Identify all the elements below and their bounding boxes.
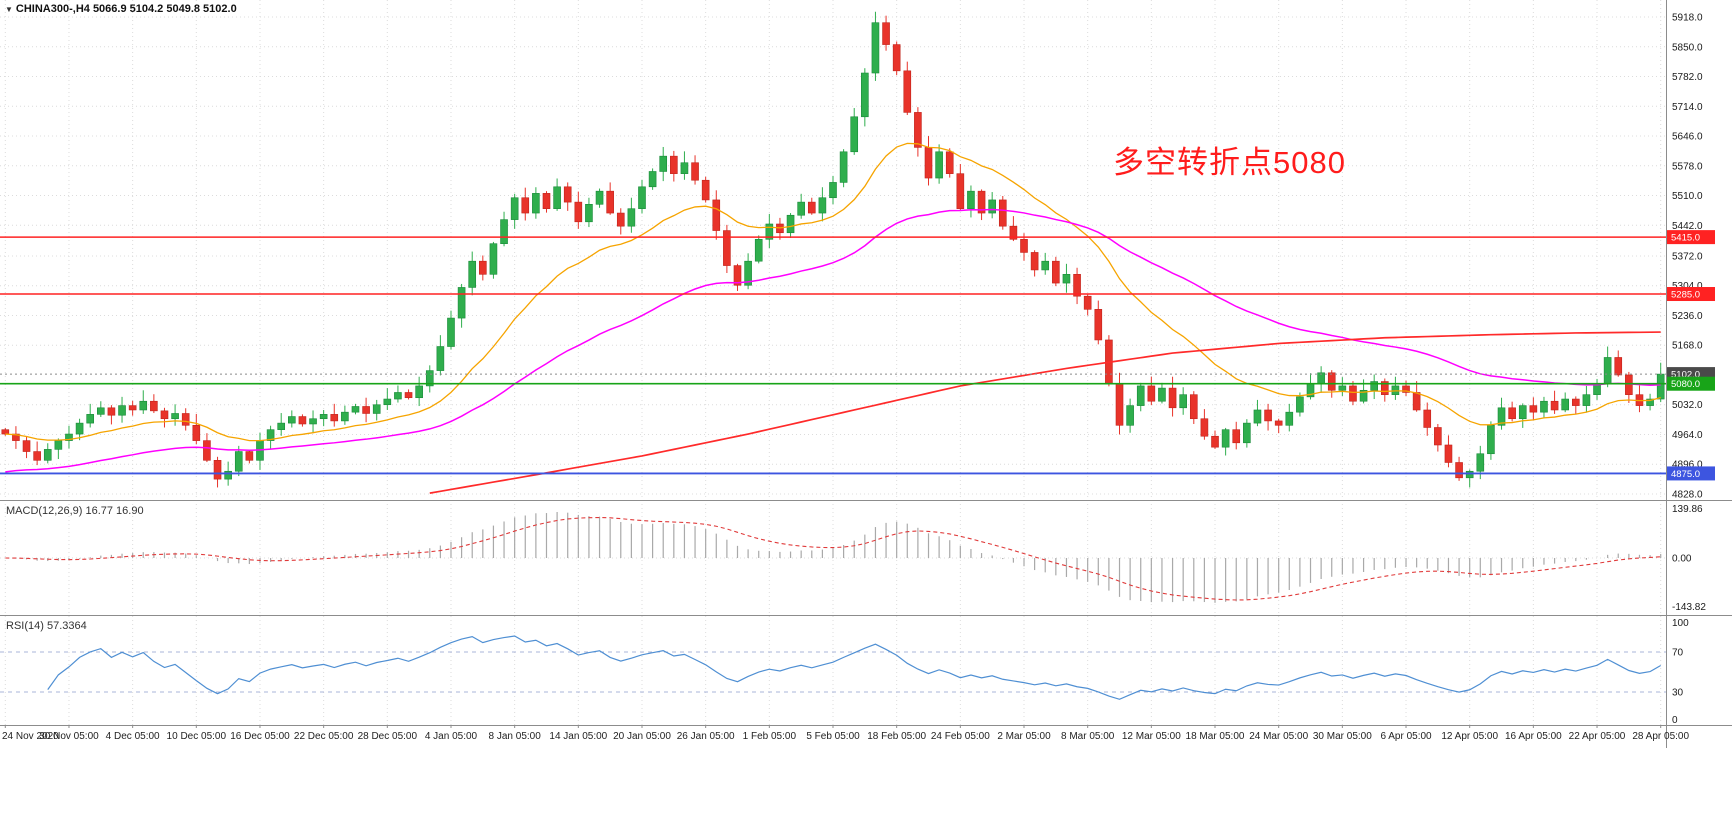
svg-text:5080.0: 5080.0 — [1671, 379, 1700, 390]
svg-text:5442.0: 5442.0 — [1672, 221, 1703, 232]
svg-text:5102.0: 5102.0 — [1671, 370, 1700, 381]
svg-text:4896.0: 4896.0 — [1672, 460, 1703, 471]
svg-text:24 Mar 05:00: 24 Mar 05:00 — [1249, 731, 1308, 742]
svg-text:1 Feb 05:00: 1 Feb 05:00 — [743, 731, 797, 742]
svg-text:0: 0 — [1672, 715, 1678, 726]
svg-text:22 Dec 05:00: 22 Dec 05:00 — [294, 731, 354, 742]
svg-text:139.86: 139.86 — [1672, 504, 1703, 515]
svg-text:16 Apr 05:00: 16 Apr 05:00 — [1505, 731, 1562, 742]
svg-text:18 Feb 05:00: 18 Feb 05:00 — [867, 731, 926, 742]
svg-text:6 Apr 05:00: 6 Apr 05:00 — [1380, 731, 1432, 742]
svg-text:30 Nov 05:00: 30 Nov 05:00 — [39, 731, 99, 742]
svg-text:4828.0: 4828.0 — [1672, 490, 1703, 501]
svg-text:28 Apr 05:00: 28 Apr 05:00 — [1632, 731, 1689, 742]
svg-text:20 Jan 05:00: 20 Jan 05:00 — [613, 731, 671, 742]
svg-text:12 Mar 05:00: 12 Mar 05:00 — [1122, 731, 1181, 742]
svg-text:30 Mar 05:00: 30 Mar 05:00 — [1313, 731, 1372, 742]
svg-text:14 Jan 05:00: 14 Jan 05:00 — [549, 731, 607, 742]
svg-text:5236.0: 5236.0 — [1672, 311, 1703, 322]
svg-text:10 Dec 05:00: 10 Dec 05:00 — [167, 731, 227, 742]
svg-text:4 Dec 05:00: 4 Dec 05:00 — [106, 731, 160, 742]
svg-text:2 Mar 05:00: 2 Mar 05:00 — [997, 731, 1051, 742]
svg-text:5032.0: 5032.0 — [1672, 400, 1703, 411]
svg-text:5850.0: 5850.0 — [1672, 42, 1703, 53]
svg-text:5782.0: 5782.0 — [1672, 72, 1703, 83]
svg-text:5168.0: 5168.0 — [1672, 341, 1703, 352]
svg-text:18 Mar 05:00: 18 Mar 05:00 — [1186, 731, 1245, 742]
svg-text:4964.0: 4964.0 — [1672, 430, 1703, 441]
svg-text:5304.0: 5304.0 — [1672, 281, 1703, 292]
svg-text:0.00: 0.00 — [1672, 554, 1692, 565]
svg-text:5918.0: 5918.0 — [1672, 13, 1703, 24]
svg-text:5646.0: 5646.0 — [1672, 132, 1703, 143]
svg-text:5714.0: 5714.0 — [1672, 102, 1703, 113]
svg-text:12 Apr 05:00: 12 Apr 05:00 — [1441, 731, 1498, 742]
svg-text:24 Feb 05:00: 24 Feb 05:00 — [931, 731, 990, 742]
svg-text:26 Jan 05:00: 26 Jan 05:00 — [677, 731, 735, 742]
svg-text:5415.0: 5415.0 — [1671, 233, 1700, 244]
svg-text:100: 100 — [1672, 618, 1689, 629]
svg-text:16 Dec 05:00: 16 Dec 05:00 — [230, 731, 290, 742]
svg-text:8 Jan 05:00: 8 Jan 05:00 — [489, 731, 542, 742]
svg-text:5 Feb 05:00: 5 Feb 05:00 — [806, 731, 860, 742]
svg-text:24 Nov 2020: 24 Nov 2020 — [2, 731, 59, 742]
svg-text:8 Mar 05:00: 8 Mar 05:00 — [1061, 731, 1115, 742]
svg-text:5285.0: 5285.0 — [1671, 290, 1700, 301]
svg-text:4875.0: 4875.0 — [1671, 469, 1700, 480]
svg-text:5510.0: 5510.0 — [1672, 191, 1703, 202]
svg-text:28 Dec 05:00: 28 Dec 05:00 — [358, 731, 418, 742]
svg-text:-143.82: -143.82 — [1672, 602, 1706, 613]
collapse-arrow-icon[interactable]: ▼ — [5, 5, 13, 14]
svg-text:70: 70 — [1672, 648, 1684, 659]
svg-text:22 Apr 05:00: 22 Apr 05:00 — [1569, 731, 1626, 742]
svg-text:30: 30 — [1672, 688, 1684, 699]
svg-text:5578.0: 5578.0 — [1672, 161, 1703, 172]
svg-text:5372.0: 5372.0 — [1672, 251, 1703, 262]
svg-text:4 Jan 05:00: 4 Jan 05:00 — [425, 731, 478, 742]
